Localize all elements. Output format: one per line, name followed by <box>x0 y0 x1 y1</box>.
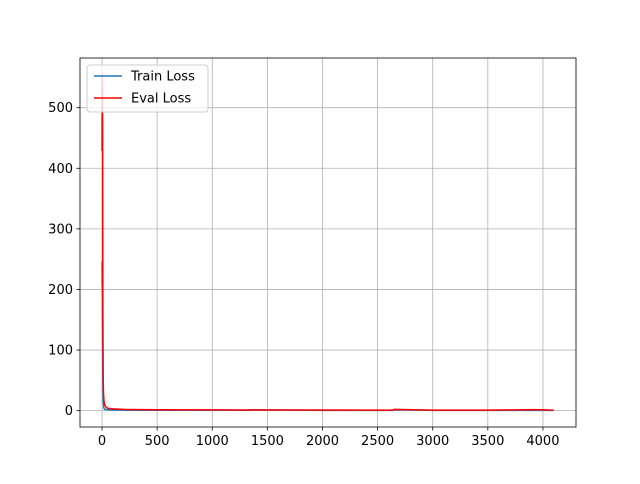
series-line-eval-loss <box>101 73 554 411</box>
x-tick-label: 2000 <box>306 434 339 449</box>
x-tick-label: 0 <box>98 434 106 449</box>
y-tick-label: 400 <box>48 162 73 177</box>
x-tick-label: 500 <box>145 434 170 449</box>
legend-label-eval-loss: Eval Loss <box>131 92 191 107</box>
y-tick-label: 300 <box>48 222 73 237</box>
x-tick-label: 2500 <box>361 434 394 449</box>
x-tick-label: 3500 <box>471 434 504 449</box>
y-tick-label: 0 <box>65 404 73 419</box>
series-layer <box>101 73 554 412</box>
x-tick-label: 4000 <box>526 434 559 449</box>
x-tick-label: 1500 <box>251 434 284 449</box>
y-tick-label: 500 <box>48 101 73 116</box>
plot-frame <box>79 57 577 428</box>
y-tick-label: 100 <box>48 344 73 359</box>
y-tick-label: 200 <box>48 283 73 298</box>
x-tick-label: 3000 <box>416 434 449 449</box>
x-tick-label: 1000 <box>196 434 229 449</box>
legend-label-train-loss: Train Loss <box>130 70 195 85</box>
legend: Train Loss Eval Loss <box>86 64 209 113</box>
axes: 0 500 1000 1500 2000 2500 3000 3500 4000 0 100 200 3… <box>48 101 559 449</box>
